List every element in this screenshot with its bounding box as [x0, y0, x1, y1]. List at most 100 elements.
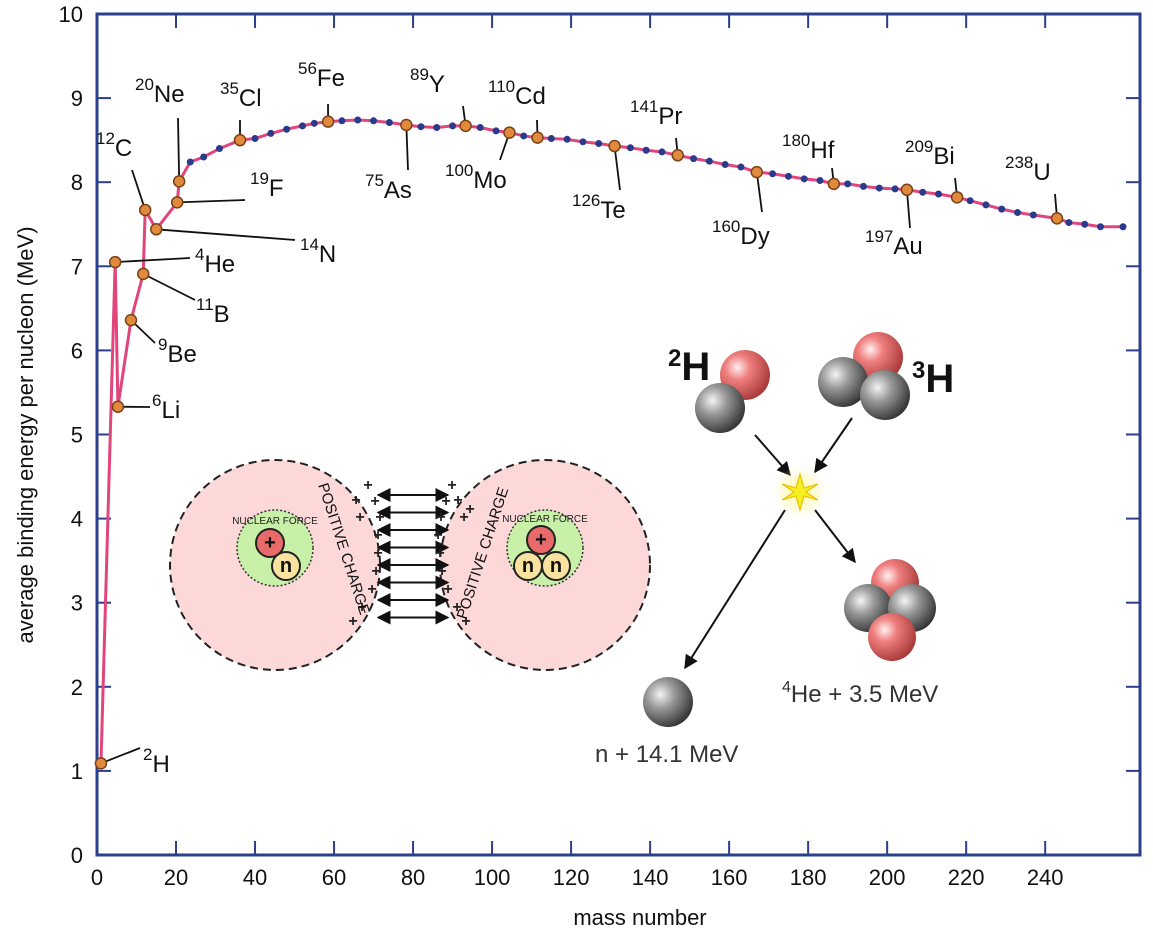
plus-sign: +: [375, 509, 384, 526]
y-tick-label: 7: [71, 254, 83, 279]
element-symbol: Bi: [933, 143, 954, 170]
x-axis-label: mass number: [573, 905, 706, 930]
plus-sign: +: [367, 581, 376, 598]
plus-sign: +: [465, 501, 474, 518]
data-point: [595, 140, 602, 147]
neutron-product-label: n + 14.1 MeV: [595, 741, 738, 768]
mass-number: 14: [300, 235, 319, 254]
nuclide-label: 160Dy: [712, 217, 770, 250]
x-tick-label: 220: [948, 865, 985, 890]
y-tick-label: 10: [59, 2, 83, 27]
annotated-point: [460, 120, 471, 131]
leader-line: [178, 118, 179, 181]
nuclide-label: 14N: [300, 235, 336, 268]
data-point: [816, 177, 823, 184]
data-point: [564, 136, 571, 143]
data-point: [200, 153, 207, 160]
annotated-point: [112, 401, 123, 412]
data-point: [737, 164, 744, 171]
leader-line: [132, 170, 145, 210]
annotated-point: [901, 184, 912, 195]
plus-sign: +: [436, 509, 445, 526]
neutron-sign: n: [280, 555, 292, 577]
annotated-point: [323, 116, 334, 127]
annotated-point: [609, 141, 620, 152]
x-tick-label: 80: [401, 865, 425, 890]
y-tick-label: 0: [71, 843, 83, 868]
plus-sign: +: [355, 509, 364, 526]
data-point: [283, 126, 290, 133]
data-point: [627, 144, 634, 151]
neutron-sphere: [695, 383, 745, 433]
mass-number: 209: [905, 137, 933, 156]
annotated-point: [952, 192, 963, 203]
element-symbol: Au: [893, 233, 922, 260]
proton-sign: +: [535, 529, 547, 551]
data-point: [520, 132, 527, 139]
mass-number: 160: [712, 217, 740, 236]
data-point: [252, 135, 259, 142]
mass-number: 238: [1005, 153, 1033, 172]
data-point: [299, 122, 306, 129]
proton-sphere: [868, 613, 916, 661]
element-symbol: H: [152, 751, 169, 778]
data-point: [449, 122, 456, 129]
y-tick-label: 5: [71, 423, 83, 448]
y-tick-label: 1: [71, 759, 83, 784]
mass-number: 4: [195, 245, 204, 264]
triton-label: 3H: [912, 357, 954, 401]
data-point: [338, 117, 345, 124]
nuclide-label: 6Li: [152, 391, 180, 424]
data-point: [919, 189, 926, 196]
data-point: [216, 145, 223, 152]
data-point: [579, 138, 586, 145]
leader-line: [115, 258, 190, 262]
nuclide-label: 56Fe: [298, 59, 345, 92]
leader-line: [143, 274, 195, 300]
data-point: [706, 158, 713, 165]
mass-number: 35: [220, 79, 239, 98]
data-point: [267, 130, 274, 137]
plus-sign: +: [371, 563, 380, 580]
data-point: [386, 119, 393, 126]
element-symbol: He: [204, 251, 235, 278]
data-point: [801, 175, 808, 182]
data-point: [1081, 221, 1088, 228]
data-point: [493, 127, 500, 134]
neutron-sphere: [860, 370, 910, 420]
element-symbol: B: [214, 301, 230, 328]
element-symbol: N: [319, 241, 336, 268]
leader-line: [156, 229, 295, 240]
x-tick-label: 20: [164, 865, 188, 890]
element-symbol: Te: [600, 197, 625, 224]
nuclide-label: 9Be: [158, 335, 197, 368]
nuclide-label: 197Au: [865, 227, 923, 260]
data-point: [433, 124, 440, 131]
figure: mass number average binding energy per n…: [0, 0, 1153, 938]
nuclide-label: 2H: [143, 745, 170, 778]
nuclide-label: 209Bi: [905, 137, 955, 170]
plus-sign: +: [373, 527, 382, 544]
mass-number: 19: [250, 169, 269, 188]
deuteron-label: 2H: [668, 345, 710, 389]
nuclide-label: 4He: [195, 245, 235, 278]
x-tick-label: 140: [632, 865, 669, 890]
element-symbol: F: [269, 175, 284, 202]
neutron-sphere: [643, 677, 693, 727]
mass-number: 110: [488, 77, 515, 96]
element-symbol: Ne: [154, 81, 185, 108]
annotated-point: [140, 204, 151, 215]
data-point: [1030, 211, 1037, 218]
nuclide-label: 75As: [365, 171, 412, 204]
nuclide-label: 100Mo: [445, 161, 507, 194]
plus-sign: +: [453, 492, 462, 509]
x-tick-label: 0: [91, 865, 103, 890]
plus-sign: +: [435, 545, 444, 562]
x-tick-label: 60: [322, 865, 346, 890]
data-point: [982, 201, 989, 208]
nuclide-label: 11B: [196, 295, 230, 328]
mass-number: 75: [365, 171, 384, 190]
data-point: [785, 173, 792, 180]
element-symbol: Dy: [740, 223, 769, 250]
plus-sign: +: [441, 493, 450, 510]
